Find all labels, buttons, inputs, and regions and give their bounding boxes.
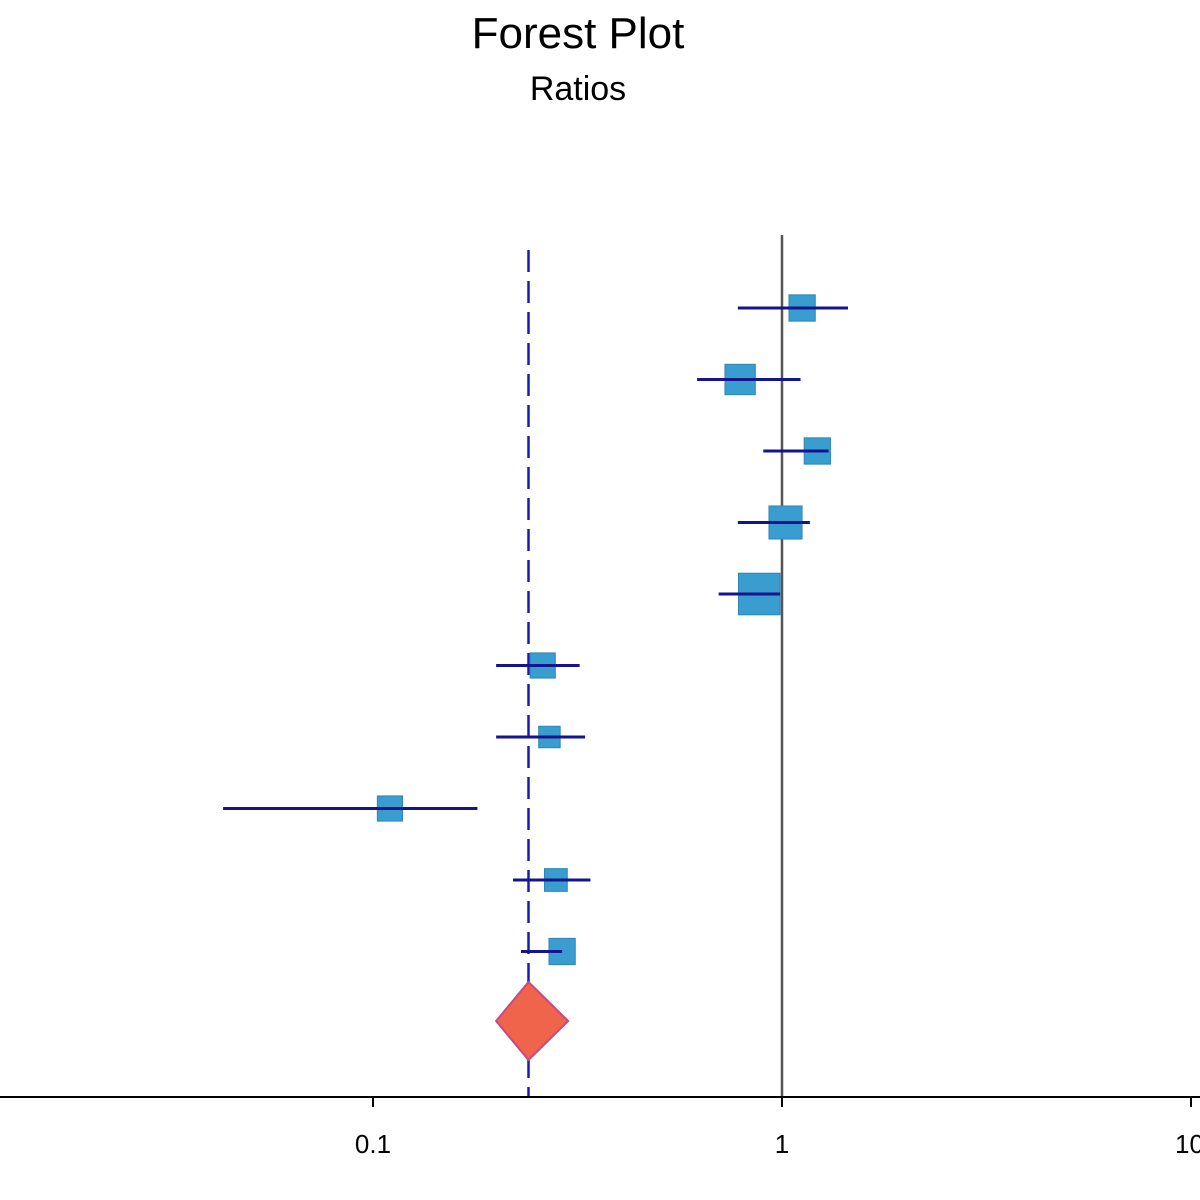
study-row: [496, 652, 580, 679]
study-row: [223, 795, 478, 822]
x-axis: 0.1 1 10: [0, 1096, 1200, 1159]
x-tick-label: 1: [775, 1129, 789, 1159]
pooled-diamond: [494, 980, 570, 1062]
study-row: [520, 937, 576, 966]
plot-area: [223, 235, 848, 1097]
study-row: [763, 437, 831, 465]
study-row: [513, 868, 591, 892]
chart-subtitle: Ratios: [530, 70, 626, 108]
study-row: [737, 505, 810, 540]
chart-title: Forest Plot: [472, 9, 685, 58]
x-tick-label: 0.1: [355, 1129, 391, 1159]
study-row: [496, 725, 586, 749]
x-tick-label: 10: [1175, 1129, 1200, 1159]
study-row: [737, 294, 848, 322]
study-row: [718, 572, 781, 616]
study-row: [697, 363, 801, 396]
